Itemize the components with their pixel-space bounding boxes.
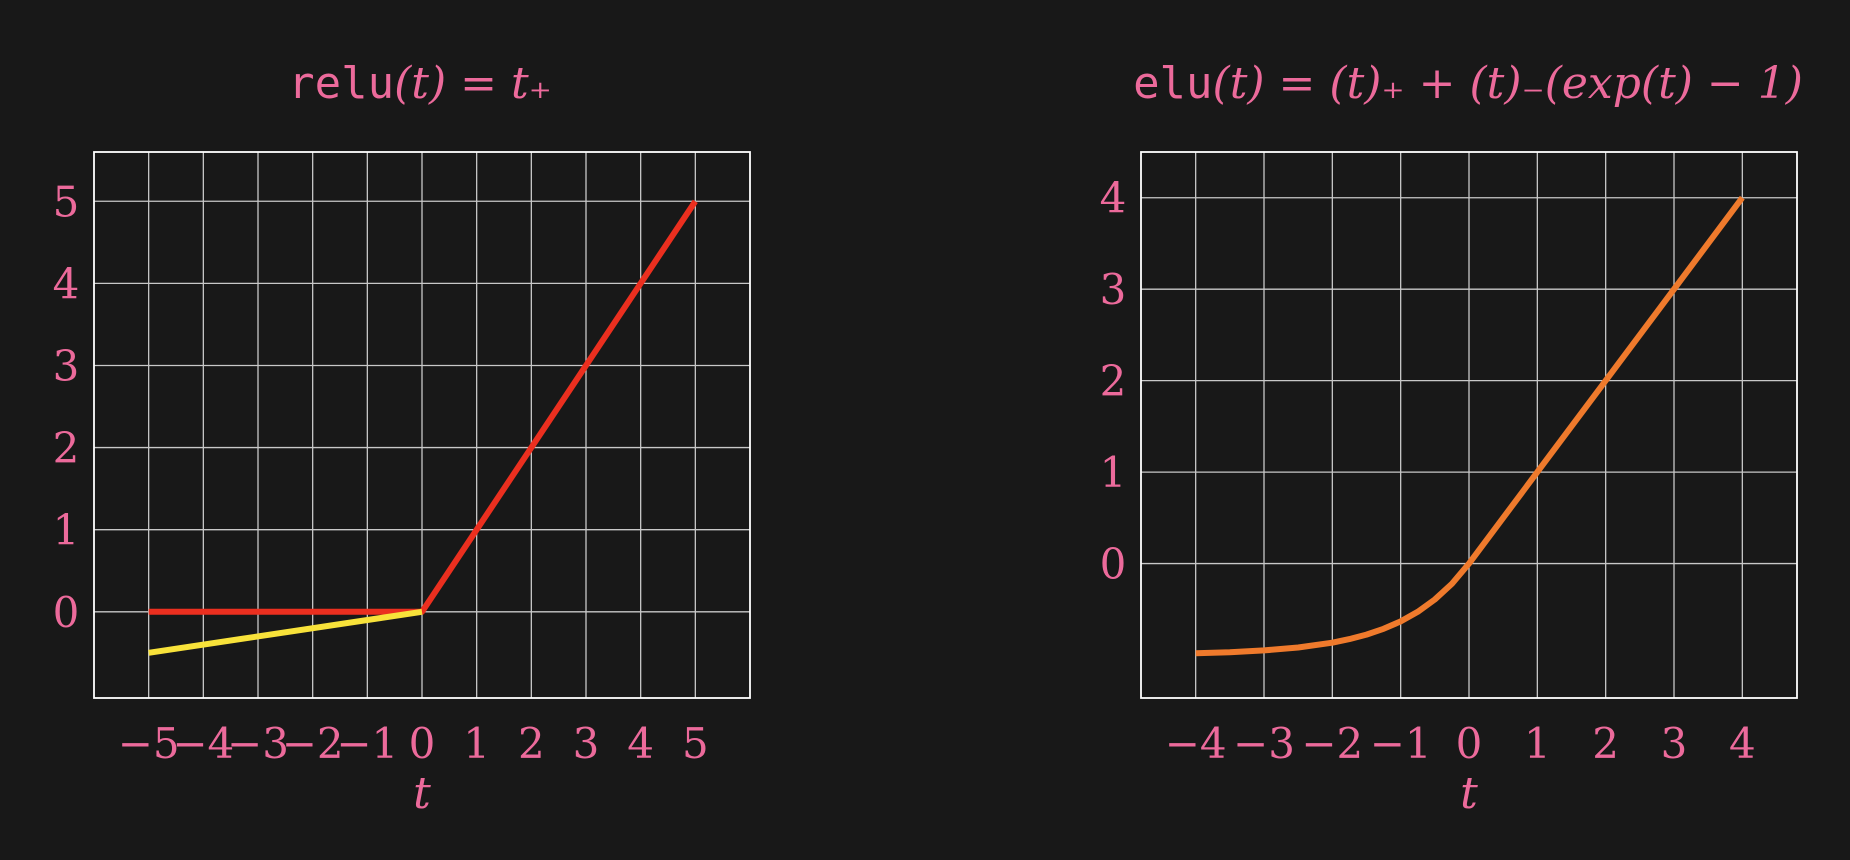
relu-title-rest: (t) = t₊ — [394, 58, 552, 109]
relu-x-tick-label: 5 — [682, 719, 709, 768]
elu-plot-frame — [1140, 151, 1798, 699]
relu-x-tick-label: 1 — [463, 719, 490, 768]
elu-chart-title: elu(t) = (t)₊ + (t)₋(exp(t) − 1) — [1133, 58, 1803, 109]
relu-x-tick-label: −3 — [227, 719, 289, 768]
elu-x-tick-label: −3 — [1233, 719, 1295, 768]
relu-x-tick-label: 3 — [573, 719, 600, 768]
elu-y-tick-label: 1 — [1100, 448, 1127, 497]
elu-y-tick-label: 4 — [1100, 174, 1127, 223]
relu-series-line-1 — [148, 608, 423, 656]
relu-y-tick-label: 2 — [53, 424, 80, 473]
elu-x-tick-label: −4 — [1165, 719, 1227, 768]
elu-title-func: elu — [1133, 58, 1212, 109]
relu-plot-frame — [93, 151, 751, 699]
elu-x-tick-label: 0 — [1456, 719, 1483, 768]
elu-x-tick-label: −1 — [1370, 719, 1432, 768]
relu-y-tick-label: 5 — [53, 177, 80, 226]
relu-x-axis-label: t — [413, 768, 431, 819]
relu-x-tick-label: 2 — [518, 719, 545, 768]
elu-x-tick-label: 2 — [1592, 719, 1619, 768]
elu-x-tick-label: −2 — [1301, 719, 1363, 768]
elu-y-tick-label: 3 — [1100, 265, 1127, 314]
relu-y-tick-label: 1 — [53, 506, 80, 555]
relu-x-tick-label: −5 — [118, 719, 180, 768]
elu-y-tick-label: 2 — [1100, 357, 1127, 406]
relu-chart-title: relu(t) = t₊ — [288, 58, 552, 109]
relu-x-tick-label: −2 — [282, 719, 344, 768]
relu-x-tick-label: −1 — [336, 719, 398, 768]
relu-y-tick-label: 4 — [53, 259, 80, 308]
elu-x-tick-label: 4 — [1729, 719, 1756, 768]
elu-x-tick-label: 3 — [1661, 719, 1688, 768]
relu-y-tick-label: 3 — [53, 341, 80, 390]
relu-title-func: relu — [288, 58, 394, 109]
relu-y-tick-label: 0 — [53, 588, 80, 637]
elu-x-axis-label: t — [1460, 768, 1478, 819]
relu-x-tick-label: 0 — [409, 719, 436, 768]
relu-x-tick-label: −4 — [172, 719, 234, 768]
elu-x-tick-label: 1 — [1524, 719, 1551, 768]
elu-title-rest: (t) = (t)₊ + (t)₋(exp(t) − 1) — [1213, 58, 1803, 109]
relu-x-tick-label: 4 — [627, 719, 654, 768]
elu-y-tick-label: 0 — [1100, 540, 1127, 589]
elu-panel: elu(t) = (t)₊ + (t)₋(exp(t) − 1) −4 −3 −2−… — [1100, 58, 1803, 819]
elu-series-line-0 — [1195, 195, 1745, 657]
